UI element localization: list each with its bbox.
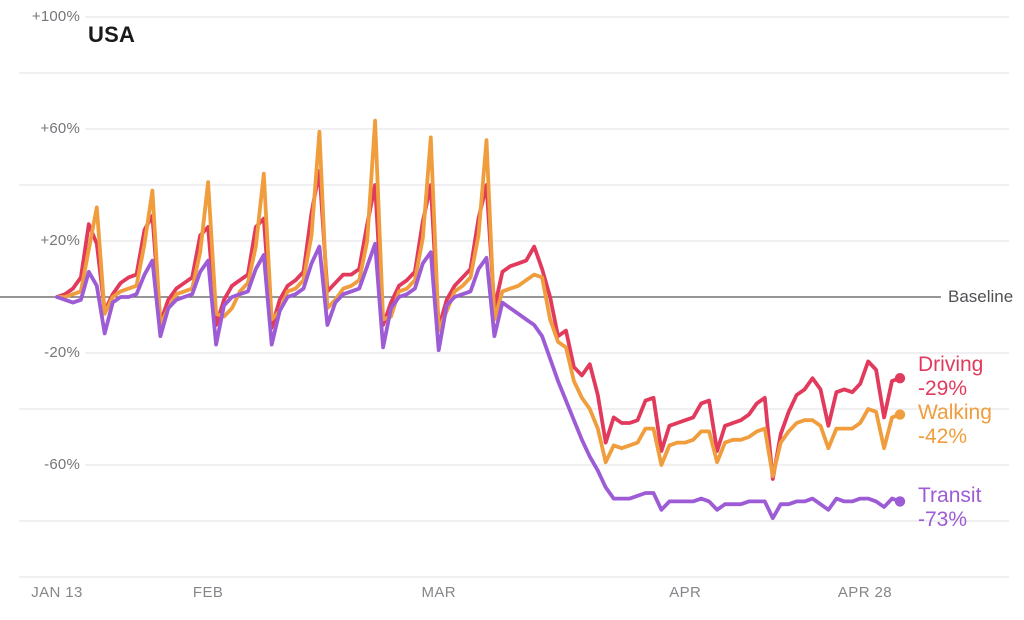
driving-name: Driving — [918, 353, 984, 376]
y-tick-label: +20% — [40, 232, 80, 249]
y-tick-label: -20% — [44, 344, 80, 361]
transit-value: -73% — [918, 508, 968, 531]
chart-title: USA — [88, 22, 136, 47]
y-tick-label: +60% — [40, 120, 80, 137]
driving-series-label: Driving -29% — [918, 353, 983, 401]
x-tick-label: APR 28 — [837, 584, 892, 601]
transit-end-dot — [894, 496, 906, 507]
x-tick-label: APR — [669, 584, 702, 601]
walking-value: -42% — [918, 425, 968, 448]
series-lines — [55, 118, 906, 521]
x-tick-label: MAR — [421, 584, 457, 601]
x-tick-label: FEB — [192, 584, 224, 601]
walking-series-label: Walking -42% — [918, 401, 992, 449]
walking-name: Walking — [918, 401, 992, 424]
y-tick-label: +100% — [31, 8, 80, 25]
gridlines — [0, 16, 1009, 578]
y-tick-label: -60% — [44, 456, 80, 473]
driving-value: -29% — [918, 377, 968, 400]
walking-line — [55, 118, 902, 479]
x-tick-label: JAN 13 — [31, 584, 83, 601]
transit-series-label: Transit -73% — [918, 484, 981, 532]
baseline-label: Baseline — [948, 287, 1014, 306]
walking-end-dot — [894, 409, 906, 420]
transit-line — [55, 241, 902, 521]
driving-end-dot — [894, 373, 906, 384]
transit-name: Transit — [918, 484, 982, 507]
